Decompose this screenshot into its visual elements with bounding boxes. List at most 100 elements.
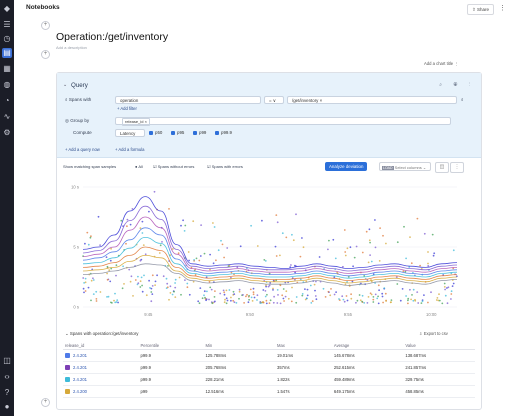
series-color-swatch xyxy=(65,389,70,395)
box-icon[interactable]: ◫ xyxy=(3,356,11,365)
sample-point xyxy=(282,288,285,290)
show-matching-toggle[interactable]: Show matching span samples xyxy=(63,164,116,169)
clear-icon[interactable]: × xyxy=(319,98,323,103)
sample-point xyxy=(105,256,108,258)
list-icon[interactable]: ☰ xyxy=(3,20,11,29)
sample-point xyxy=(151,274,154,277)
sample-point xyxy=(291,286,293,289)
sample-point xyxy=(269,299,272,302)
sample-point xyxy=(227,265,230,267)
sample-point xyxy=(306,288,309,291)
more-options-icon[interactable]: ⋮ xyxy=(499,5,506,12)
table-row[interactable]: 2.4.201 p99.9 205.768ms 357ms 252.615ms 241.8… xyxy=(63,361,475,374)
sample-point xyxy=(301,293,304,295)
column-header[interactable]: Value xyxy=(403,341,475,350)
path-field[interactable]: /get/inventory × xyxy=(287,96,457,104)
help-icon[interactable]: ? xyxy=(4,388,10,397)
chart-type-button[interactable]: ◫ xyxy=(435,162,449,173)
collapse-table-icon[interactable]: ⌄ xyxy=(65,331,70,336)
sample-point xyxy=(162,275,165,278)
sample-point xyxy=(198,259,201,262)
sample-point xyxy=(150,291,153,293)
add-cell-bottom-button[interactable]: + xyxy=(41,398,50,407)
sample-point xyxy=(416,217,419,220)
operator-value: = ∨ xyxy=(269,98,276,103)
sample-point xyxy=(243,302,246,304)
table-row[interactable]: 2.4.201 p99.9 125.788ms 19.01ms 145.678ms 138… xyxy=(63,349,475,362)
table-row[interactable]: 2.4.201 p99.9 228.21ms 1.822s 459.489ms 329.7… xyxy=(63,373,475,386)
column-header[interactable]: Average xyxy=(331,341,404,350)
search-query-icon[interactable]: ⌕ xyxy=(461,97,464,102)
collapse-chevron-icon[interactable]: ⌄ xyxy=(63,82,68,88)
column-header[interactable]: Percentile xyxy=(138,341,204,350)
chart-more-button[interactable]: ⋮ xyxy=(450,162,464,173)
column-header[interactable]: Max xyxy=(274,341,332,350)
sample-point xyxy=(194,274,197,276)
page-title[interactable]: Operation:/get/inventory xyxy=(56,31,169,43)
sample-point xyxy=(129,280,132,283)
clock-icon[interactable]: ◷ xyxy=(3,34,11,43)
bell-icon[interactable]: ◔ xyxy=(4,96,10,105)
share-button[interactable]: ⇧ Share xyxy=(466,4,494,15)
sample-point xyxy=(381,292,384,295)
sample-point xyxy=(382,301,384,304)
sample-point xyxy=(121,287,124,290)
operator-select[interactable]: = ∨ xyxy=(264,96,284,104)
export-csv-button[interactable]: ⇩ Export to csv xyxy=(419,331,448,336)
sample-point xyxy=(279,302,282,305)
table-row[interactable]: 2.4.200 p99 12.516ms 1.547s 649.175ms 458.85m… xyxy=(63,385,475,398)
sample-point xyxy=(149,287,151,289)
percentile-p999[interactable]: p99.9 xyxy=(215,130,232,135)
option-without-errors[interactable]: ☑ Spans without errors xyxy=(153,164,195,169)
add-formula-link[interactable]: + Add a formula xyxy=(115,147,145,152)
export-label: Export to csv xyxy=(423,331,448,336)
sample-point xyxy=(90,279,93,282)
table-cell: p99 xyxy=(138,385,204,398)
user-icon[interactable]: ● xyxy=(4,402,10,411)
notebook-icon[interactable]: ▤ xyxy=(2,48,12,58)
sample-point xyxy=(168,208,170,210)
sample-point xyxy=(230,276,232,279)
query-tools-icons[interactable]: ⌕ ◉ ⋮ xyxy=(439,82,475,88)
grid-icon[interactable]: ▦ xyxy=(3,64,11,73)
sample-point xyxy=(452,249,455,252)
sample-point xyxy=(217,249,220,252)
chart-menu-icon[interactable]: ⋮ xyxy=(454,61,459,66)
sample-point xyxy=(311,300,314,302)
column-header[interactable]: release_id xyxy=(63,341,139,350)
sample-point xyxy=(211,302,214,305)
sample-point xyxy=(284,295,287,298)
logo-icon[interactable]: ◆ xyxy=(3,4,11,13)
page-description[interactable]: Add a description xyxy=(56,45,87,50)
table-cell: 252.615ms xyxy=(331,361,404,374)
sample-point xyxy=(409,288,411,291)
option-all[interactable]: ● All xyxy=(135,164,143,169)
activity-icon[interactable]: ∿ xyxy=(3,112,11,121)
globe-icon[interactable]: ◍ xyxy=(3,80,11,89)
sample-point xyxy=(139,280,142,283)
sample-point xyxy=(384,292,387,295)
column-select[interactable]: LOAD Select columns ⌄ xyxy=(379,162,431,171)
add-query-link[interactable]: + Add a query now xyxy=(65,147,100,152)
analyze-deviation-button[interactable]: Analyze deviation xyxy=(325,162,368,171)
add-cell-top-button[interactable]: + xyxy=(41,21,50,30)
percentile-p99[interactable]: p99 xyxy=(193,130,206,135)
settings-icon[interactable]: ⚙ xyxy=(3,128,11,137)
operation-field[interactable]: operation xyxy=(115,96,261,104)
group-by-chip[interactable]: release_id × xyxy=(122,118,150,126)
group-by-field[interactable]: release_id × xyxy=(115,117,451,126)
add-chart-title[interactable]: Add a chart title ⋮ xyxy=(424,61,458,66)
add-cell-button[interactable]: + xyxy=(41,50,50,59)
percentile-p50[interactable]: p50 xyxy=(149,130,162,135)
compute-metric-select[interactable]: Latency xyxy=(115,129,145,137)
sample-point xyxy=(137,275,139,278)
code-icon[interactable]: ‹› xyxy=(4,372,10,381)
option-with-errors[interactable]: ☑ Spans with errors xyxy=(207,164,243,169)
add-filter-link[interactable]: + Add filter xyxy=(117,106,137,111)
sample-point xyxy=(403,225,405,228)
column-header[interactable]: Min xyxy=(203,341,275,350)
percentile-p95[interactable]: p95 xyxy=(171,130,184,135)
sample-point xyxy=(306,297,308,300)
sample-point xyxy=(225,302,228,305)
sample-point xyxy=(359,299,362,302)
